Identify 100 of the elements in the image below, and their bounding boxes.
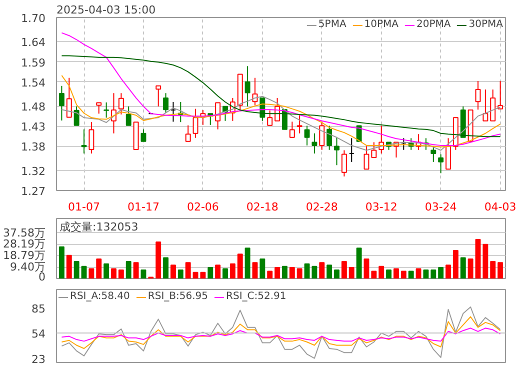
line-series [61,55,501,138]
bar [438,267,444,278]
bar [260,258,266,278]
candlestick [490,89,496,122]
candlestick [446,138,451,170]
candlestick [334,136,340,166]
bar [326,264,332,278]
bar [88,268,94,278]
bar [468,258,474,278]
y-tick-label: 23 [32,352,46,365]
legend-label: 20PMA [416,19,451,30]
candlestick [475,80,481,110]
y-tick-label: 37.58万 [3,226,46,240]
y-tick-label: 1.59 [21,56,46,70]
bar [408,270,414,278]
bar [386,269,392,278]
candlestick [326,125,332,150]
bar [446,264,451,278]
bar [304,263,310,278]
y-tick-label: 1.38 [21,140,46,154]
bar [111,268,116,278]
line-series [61,306,501,359]
chart-title: 2025-04-03 15:00 [56,4,156,16]
bar [490,260,496,278]
candlestick [341,150,347,177]
y-tick-label: 1.64 [21,36,46,50]
candlestick [356,125,362,142]
bar [200,272,206,278]
bar [66,254,72,278]
bar [267,270,273,278]
candlestick [482,89,488,122]
bar [208,267,214,278]
bar [400,270,406,278]
bar [364,258,370,278]
bar [289,267,295,278]
y-tick-label: 1.70 [21,12,46,25]
candlestick [312,132,318,154]
candlestick [126,106,132,126]
legend-label: RSI_B:56.95 [148,291,208,302]
bar [482,244,488,278]
x-tick-label: 02-28 [306,200,338,214]
bar [244,248,250,278]
bar [185,262,191,278]
bar [230,263,236,278]
bar [416,268,422,278]
legend-label: 30PMA [468,19,503,30]
x-tick-label: 03-12 [365,200,398,214]
candlestick [192,108,198,138]
bar [296,268,302,278]
candlestick [185,124,191,142]
candlestick [74,106,80,126]
bar [274,267,280,278]
y-tick-label: 18.79万 [3,249,46,262]
bar [126,260,132,278]
y-tick-label: 1.32 [21,164,46,178]
legend-label: 5PMA [318,19,346,30]
candlestick [58,85,64,121]
bar [215,264,221,278]
bar [192,272,198,278]
bar [341,260,347,278]
y-tick-label: 54 [32,328,46,341]
bar [460,257,466,278]
bar [163,257,169,278]
legend-label: RSI_A:58.40 [70,291,130,302]
candlestick [498,80,504,110]
bar [475,239,481,278]
x-tick-label: 01-17 [127,200,160,214]
bar [423,269,429,278]
candlestick [304,125,310,146]
candlestick [156,85,162,107]
candlestick [81,128,87,154]
candlestick [430,146,436,162]
bar [74,260,80,278]
y-tick-label: 1.43 [21,120,46,134]
bar [237,254,243,278]
bar [178,269,184,278]
legend-label: RSI_C:52.91 [226,291,286,302]
bar [81,266,87,278]
bar [96,258,102,278]
candlestick [118,92,124,115]
bar [430,269,436,278]
bar [118,269,124,278]
bar [140,269,146,278]
candlestick [140,128,146,142]
y-tick-label: 1.27 [21,185,46,198]
bar [348,267,354,278]
line-series [61,328,501,342]
x-tick-label: 02-18 [246,200,278,214]
candlestick [88,122,94,154]
bar [170,264,176,278]
bar [104,263,110,278]
x-tick-label: 02-06 [186,200,219,214]
y-tick-label: 1.48 [21,100,46,114]
candlestick [96,102,102,114]
bar [222,268,228,278]
candlestick [66,77,72,118]
bar [452,250,458,278]
y-tick-label: 85 [32,302,46,316]
candlestick [371,142,377,158]
bar [319,262,325,278]
